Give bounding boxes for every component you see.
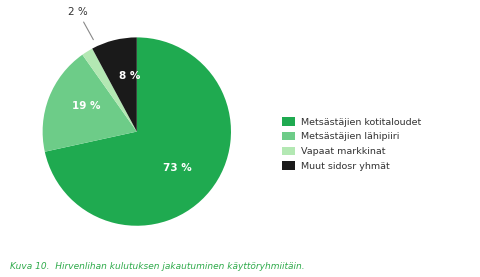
Text: 8 %: 8 % (119, 71, 141, 81)
Wedge shape (45, 37, 231, 226)
Text: 2 %: 2 % (68, 7, 93, 40)
Wedge shape (83, 48, 137, 132)
Wedge shape (43, 55, 137, 152)
Wedge shape (92, 37, 137, 132)
Text: Kuva 10.  Hirvenlihan kulutuksen jakautuminen käyttöryhmiitäin.: Kuva 10. Hirvenlihan kulutuksen jakautum… (10, 263, 304, 271)
Legend: Metsästäjien kotitaloudet, Metsästäjien lähipiiri, Vapaat markkinat, Muut sidosr: Metsästäjien kotitaloudet, Metsästäjien … (278, 114, 425, 175)
Text: 73 %: 73 % (163, 163, 192, 173)
Text: 19 %: 19 % (72, 101, 101, 111)
